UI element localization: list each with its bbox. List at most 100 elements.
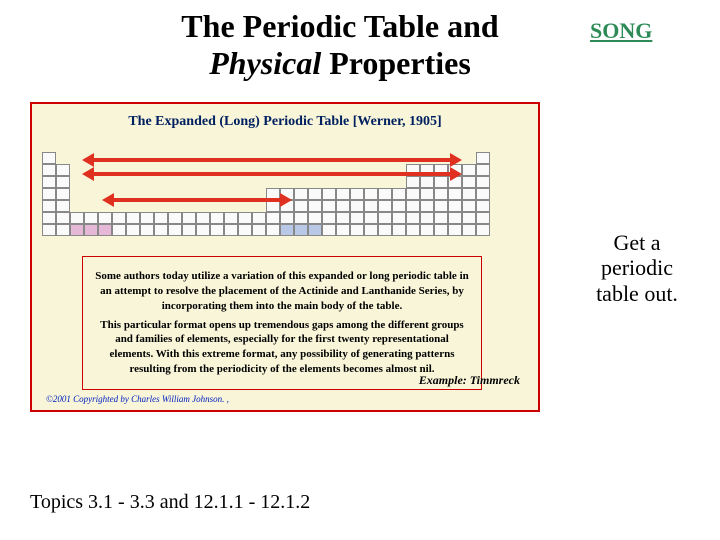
- element-cell: [406, 212, 420, 224]
- element-cell: [392, 176, 406, 188]
- element-cell: [56, 212, 70, 224]
- element-cell: [140, 224, 154, 236]
- element-cell: [42, 200, 56, 212]
- element-cell: [420, 224, 434, 236]
- title-line2: Properties: [321, 45, 471, 81]
- element-cell: [42, 188, 56, 200]
- element-cell: [462, 176, 476, 188]
- element-cell: [266, 176, 280, 188]
- element-cell: [462, 152, 476, 164]
- element-cell: [434, 200, 448, 212]
- element-cell: [308, 200, 322, 212]
- element-cell: [224, 176, 238, 188]
- element-cell: [140, 176, 154, 188]
- element-cell: [364, 176, 378, 188]
- element-cell: [392, 212, 406, 224]
- element-cell: [294, 176, 308, 188]
- element-cell: [280, 224, 294, 236]
- element-cell: [182, 212, 196, 224]
- element-cell: [350, 200, 364, 212]
- element-cell: [238, 224, 252, 236]
- element-cell: [196, 176, 210, 188]
- caption-box: Some authors today utilize a variation o…: [82, 256, 482, 390]
- element-cell: [350, 212, 364, 224]
- gap-arrow-icon: [112, 198, 282, 202]
- element-cell: [462, 224, 476, 236]
- element-cell: [364, 224, 378, 236]
- title-italic: Physical: [209, 45, 321, 81]
- element-cell: [238, 176, 252, 188]
- element-cell: [70, 200, 84, 212]
- element-cell: [56, 200, 70, 212]
- element-cell: [364, 212, 378, 224]
- element-cell: [98, 212, 112, 224]
- figure-title: The Expanded (Long) Periodic Table [Wern…: [32, 114, 538, 130]
- element-cell: [476, 152, 490, 164]
- element-cell: [350, 188, 364, 200]
- copyright-text: ©2001 Copyrighted by Charles William Joh…: [46, 394, 229, 404]
- element-cell: [98, 224, 112, 236]
- table-row: [42, 212, 490, 224]
- element-cell: [420, 176, 434, 188]
- element-cell: [350, 176, 364, 188]
- element-cell: [42, 164, 56, 176]
- element-cell: [392, 200, 406, 212]
- gap-arrow-icon: [92, 172, 452, 176]
- element-cell: [406, 200, 420, 212]
- element-cell: [182, 224, 196, 236]
- element-cell: [266, 212, 280, 224]
- element-cell: [168, 176, 182, 188]
- song-link[interactable]: SONG: [590, 18, 652, 44]
- element-cell: [168, 224, 182, 236]
- element-cell: [280, 212, 294, 224]
- element-cell: [406, 188, 420, 200]
- element-cell: [350, 224, 364, 236]
- element-cell: [378, 212, 392, 224]
- element-cell: [112, 224, 126, 236]
- element-cell: [462, 188, 476, 200]
- element-cell: [84, 200, 98, 212]
- element-cell: [448, 224, 462, 236]
- element-cell: [252, 224, 266, 236]
- element-cell: [224, 212, 238, 224]
- element-cell: [154, 212, 168, 224]
- element-cell: [42, 224, 56, 236]
- element-cell: [476, 200, 490, 212]
- element-cell: [42, 152, 56, 164]
- periodic-table-grid: [42, 152, 528, 242]
- element-cell: [420, 188, 434, 200]
- side-note: Get a periodic table out.: [582, 230, 692, 306]
- element-cell: [322, 176, 336, 188]
- element-cell: [336, 188, 350, 200]
- element-cell: [308, 176, 322, 188]
- element-cell: [294, 224, 308, 236]
- title-line1: The Periodic Table and: [181, 8, 498, 44]
- element-cell: [154, 224, 168, 236]
- element-cell: [476, 176, 490, 188]
- element-cell: [462, 164, 476, 176]
- element-cell: [322, 212, 336, 224]
- caption-paragraph-1: Some authors today utilize a variation o…: [93, 269, 471, 314]
- element-cell: [266, 224, 280, 236]
- element-cell: [154, 176, 168, 188]
- element-cell: [84, 188, 98, 200]
- element-cell: [126, 224, 140, 236]
- element-cell: [378, 224, 392, 236]
- table-row: [42, 224, 490, 236]
- element-cell: [70, 224, 84, 236]
- element-cell: [476, 164, 490, 176]
- element-cell: [476, 224, 490, 236]
- element-cell: [70, 212, 84, 224]
- element-cell: [42, 176, 56, 188]
- element-cell: [378, 200, 392, 212]
- element-cell: [126, 176, 140, 188]
- element-cell: [98, 176, 112, 188]
- element-cell: [322, 188, 336, 200]
- element-cell: [322, 224, 336, 236]
- element-cell: [252, 212, 266, 224]
- element-cell: [56, 176, 70, 188]
- element-cell: [42, 212, 56, 224]
- element-cell: [308, 212, 322, 224]
- element-cell: [112, 176, 126, 188]
- element-cell: [308, 188, 322, 200]
